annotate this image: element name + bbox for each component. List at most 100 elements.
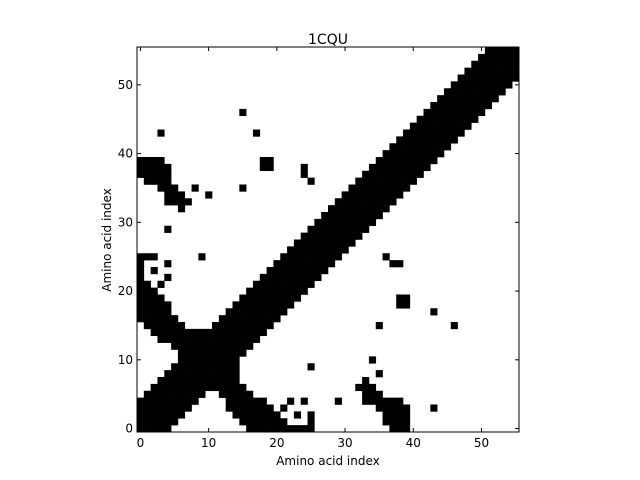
- contact-cell: [437, 102, 445, 110]
- contact-cell: [314, 253, 322, 261]
- contact-cell: [137, 157, 145, 165]
- contact-cell: [450, 95, 458, 103]
- contact-cell: [478, 81, 486, 89]
- contact-cell: [505, 60, 513, 68]
- contact-cell: [443, 95, 452, 103]
- contact-cell: [491, 53, 499, 62]
- contact-cell: [307, 225, 315, 233]
- contact-cell: [382, 404, 390, 412]
- contact-cell: [471, 81, 479, 89]
- contact-cell: [280, 287, 288, 295]
- contact-cell: [389, 177, 397, 185]
- contact-cell: [491, 67, 499, 75]
- contact-cell: [423, 129, 431, 137]
- contact-cell: [355, 212, 363, 220]
- contact-cell: [368, 163, 377, 172]
- contact-cell: [239, 390, 247, 398]
- contact-cell: [348, 205, 356, 213]
- contact-cell: [273, 280, 281, 288]
- contact-cell: [212, 328, 220, 337]
- contact-cell: [328, 246, 336, 254]
- contact-cell: [375, 404, 383, 412]
- contact-cell: [157, 308, 165, 316]
- contact-cell: [450, 115, 458, 123]
- contact-cell: [362, 377, 370, 385]
- contact-cell: [239, 328, 247, 337]
- contact-cell: [478, 67, 486, 75]
- contact-cell: [191, 328, 199, 337]
- contact-cell: [184, 377, 192, 385]
- contact-cell: [498, 60, 506, 68]
- contact-cell: [239, 294, 247, 302]
- contact-cell: [348, 218, 356, 227]
- contact-cell: [403, 136, 411, 144]
- contact-cell: [232, 370, 240, 378]
- contact-cell: [252, 397, 261, 405]
- contact-cell: [164, 315, 172, 323]
- contact-cell: [382, 177, 390, 185]
- contact-cell: [375, 177, 383, 185]
- contact-cell: [328, 260, 336, 268]
- contact-cell: [164, 260, 172, 268]
- contact-cell: [205, 377, 213, 385]
- contact-cell: [471, 95, 479, 103]
- contact-cell: [266, 425, 274, 433]
- contact-cell: [403, 301, 411, 309]
- contact-cell: [484, 60, 493, 68]
- contact-cell: [300, 232, 308, 240]
- contact-cell: [280, 273, 288, 282]
- contact-cell: [443, 129, 452, 137]
- contact-cell: [437, 143, 445, 151]
- contact-cell: [443, 143, 452, 151]
- contact-cell: [205, 335, 213, 343]
- contact-cell: [478, 108, 486, 117]
- contact-cell: [143, 404, 151, 412]
- contact-cell: [150, 308, 158, 316]
- contact-cell: [171, 328, 179, 337]
- contact-cell: [246, 390, 254, 398]
- contact-cell: [491, 47, 499, 55]
- contact-cell: [457, 88, 465, 96]
- contact-cell: [287, 397, 295, 405]
- contact-cell: [273, 301, 281, 309]
- contact-cell: [280, 294, 288, 302]
- contact-cell: [218, 315, 226, 323]
- contact-cell: [450, 129, 458, 137]
- contact-cell: [252, 404, 261, 412]
- contact-cell: [375, 198, 383, 206]
- contact-cell: [157, 425, 165, 433]
- contact-cell: [225, 308, 233, 316]
- contact-cell: [382, 163, 390, 172]
- contact-cell: [409, 122, 417, 130]
- contact-cell: [266, 294, 274, 302]
- contact-cell: [389, 260, 397, 268]
- contact-cell: [389, 425, 397, 433]
- contact-cell: [150, 253, 158, 261]
- contact-cell: [157, 315, 165, 323]
- contact-cell: [212, 335, 220, 343]
- contact-cell: [212, 342, 220, 350]
- contact-cell: [259, 280, 267, 288]
- contact-cell: [396, 397, 404, 405]
- contact-cell: [252, 280, 261, 288]
- contact-cell: [430, 150, 438, 158]
- contact-cell: [300, 280, 308, 288]
- contact-cell: [191, 349, 199, 357]
- contact-cell: [300, 163, 308, 172]
- contact-cell: [389, 143, 397, 151]
- contact-cell: [457, 129, 465, 137]
- contact-cell: [300, 239, 308, 247]
- contact-cell: [321, 253, 329, 261]
- contact-cell: [266, 287, 274, 295]
- contact-cell: [498, 47, 506, 55]
- contact-cell: [389, 418, 397, 426]
- contact-cell: [266, 163, 274, 172]
- contact-cell: [307, 260, 315, 268]
- contact-cell: [362, 212, 370, 220]
- contact-cell: [321, 212, 329, 220]
- contact-cell: [341, 225, 349, 233]
- contact-cell: [382, 157, 390, 165]
- contact-cell: [321, 260, 329, 268]
- contact-cell: [137, 273, 145, 282]
